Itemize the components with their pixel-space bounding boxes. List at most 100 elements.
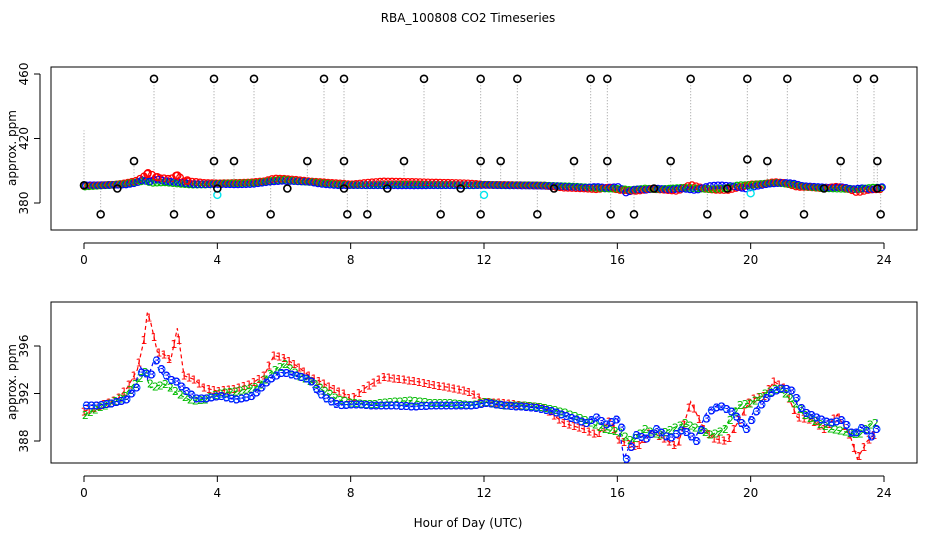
series-3-circle bbox=[752, 407, 761, 416]
top-cyan-point bbox=[479, 190, 489, 200]
series-3-symbol: 3 bbox=[368, 399, 375, 412]
series-2-symbol: 2 bbox=[257, 379, 264, 392]
series-1-symbol: 1 bbox=[331, 383, 338, 396]
series-3-circle bbox=[847, 428, 856, 437]
series-1-symbol: 1 bbox=[116, 391, 123, 404]
series-3-circle bbox=[362, 401, 371, 409]
series-3-circle bbox=[522, 403, 531, 411]
series-1-symbol: 1 bbox=[766, 383, 773, 396]
figure-title: RBA_100808 CO2 Timeseries bbox=[381, 11, 556, 25]
black-point bbox=[569, 156, 579, 166]
series-3-circle bbox=[212, 392, 221, 401]
series-3-circle bbox=[87, 401, 96, 410]
series-2-symbol: 2 bbox=[847, 427, 854, 440]
series-3-circle bbox=[547, 407, 556, 415]
series-3-circle bbox=[352, 400, 361, 409]
series-3-symbol: 3 bbox=[363, 399, 370, 412]
black-point bbox=[513, 74, 522, 84]
series-2-symbol: 2 bbox=[247, 382, 254, 395]
series-2-symbol: 2 bbox=[337, 394, 344, 407]
series-3-symbol: 3 bbox=[633, 429, 640, 442]
series-3-symbol: 3 bbox=[723, 403, 730, 416]
series-2-symbol: 2 bbox=[682, 417, 689, 430]
series-2-symbol: 2 bbox=[692, 422, 699, 435]
series-3-symbol: 3 bbox=[783, 383, 790, 396]
series-1-symbol: 1 bbox=[676, 435, 683, 448]
series-1-symbol: 1 bbox=[586, 425, 593, 438]
series-3-symbol: 3 bbox=[313, 383, 320, 396]
series-3-circle bbox=[122, 395, 131, 404]
top-plot-frame bbox=[50, 66, 918, 231]
series-2-symbol: 2 bbox=[212, 389, 219, 402]
black-point bbox=[603, 74, 612, 84]
series-3-circle bbox=[517, 402, 526, 411]
series-3-symbol: 3 bbox=[448, 399, 455, 412]
series-1-symbol: 1 bbox=[636, 439, 643, 452]
series-3-symbol: 3 bbox=[218, 390, 225, 403]
black-point bbox=[606, 209, 615, 219]
series-3-symbol: 3 bbox=[173, 376, 180, 389]
top-panel-axes: 0 4 8 12 16 20 24 380 420 460 bbox=[17, 63, 892, 267]
series-3-circle bbox=[177, 382, 186, 391]
series-3-symbol: 3 bbox=[578, 415, 585, 428]
series-3-circle bbox=[187, 390, 196, 399]
black-point bbox=[649, 184, 659, 193]
series-3-circle bbox=[872, 425, 881, 433]
series-1-symbol: 1 bbox=[316, 375, 323, 388]
series-3-symbol: 3 bbox=[468, 399, 475, 412]
series-3-circle bbox=[662, 432, 671, 441]
series-1-symbol: 1 bbox=[396, 373, 403, 386]
series-3-symbol: 3 bbox=[318, 389, 325, 402]
series-3-circle bbox=[797, 404, 806, 412]
series-3-symbol: 3 bbox=[728, 406, 735, 419]
series-3-circle bbox=[297, 373, 306, 381]
series-1-symbol: 1 bbox=[201, 382, 208, 395]
series-1-symbol: 1 bbox=[171, 338, 178, 351]
series-1-symbol: 1 bbox=[721, 434, 728, 447]
series-2-symbol: 2 bbox=[137, 372, 144, 385]
series-2-symbol: 2 bbox=[857, 428, 864, 441]
series-1-symbol: 1 bbox=[611, 423, 618, 436]
black-point bbox=[419, 74, 429, 84]
series-3-symbol: 3 bbox=[203, 392, 210, 405]
series-3-circle bbox=[412, 402, 421, 411]
series-2-symbol: 2 bbox=[622, 430, 629, 443]
series-1-symbol: 1 bbox=[776, 379, 783, 392]
series-1-symbol: 1 bbox=[741, 405, 748, 418]
series-1-symbol: 1 bbox=[596, 427, 603, 440]
series-3-symbol: 3 bbox=[843, 419, 850, 432]
top-x-tick-label: 16 bbox=[610, 253, 625, 267]
series-3-circle bbox=[477, 400, 486, 408]
black-point bbox=[686, 74, 695, 84]
series-3-symbol: 3 bbox=[243, 391, 250, 404]
series-3-symbol: 3 bbox=[848, 426, 855, 439]
series-3-symbol: 3 bbox=[423, 400, 430, 413]
series-1-symbol: 1 bbox=[481, 396, 488, 409]
series-3-circle bbox=[142, 369, 151, 378]
series-1-symbol: 1 bbox=[146, 312, 153, 325]
series-3-symbol: 3 bbox=[603, 418, 610, 431]
series-3-symbol: 3 bbox=[118, 395, 125, 408]
series-2-symbol: 2 bbox=[592, 419, 599, 432]
series-3-symbol: 3 bbox=[473, 399, 480, 412]
series-3-circle bbox=[837, 416, 846, 424]
series-1-symbol: 1 bbox=[431, 379, 438, 392]
series-2-symbol: 2 bbox=[182, 391, 189, 404]
series-3-symbol: 3 bbox=[228, 392, 235, 405]
series-1-symbol: 1 bbox=[186, 371, 193, 384]
series-1-symbol: 1 bbox=[806, 413, 813, 426]
series-2-symbol: 2 bbox=[442, 397, 449, 410]
series-3-circle bbox=[222, 393, 231, 402]
series-3-circle bbox=[787, 386, 796, 395]
series-2-symbol: 2 bbox=[237, 385, 244, 398]
series-2-symbol: 2 bbox=[327, 388, 334, 401]
series-1-symbol: 1 bbox=[666, 436, 673, 449]
black-point bbox=[549, 184, 559, 193]
series-3-symbol: 3 bbox=[563, 410, 570, 423]
series-3-symbol: 3 bbox=[328, 395, 335, 408]
series-3-symbol: 3 bbox=[338, 399, 345, 412]
series-1-symbol: 1 bbox=[191, 373, 198, 386]
black-point bbox=[873, 156, 882, 166]
series-3-circle bbox=[762, 394, 771, 402]
